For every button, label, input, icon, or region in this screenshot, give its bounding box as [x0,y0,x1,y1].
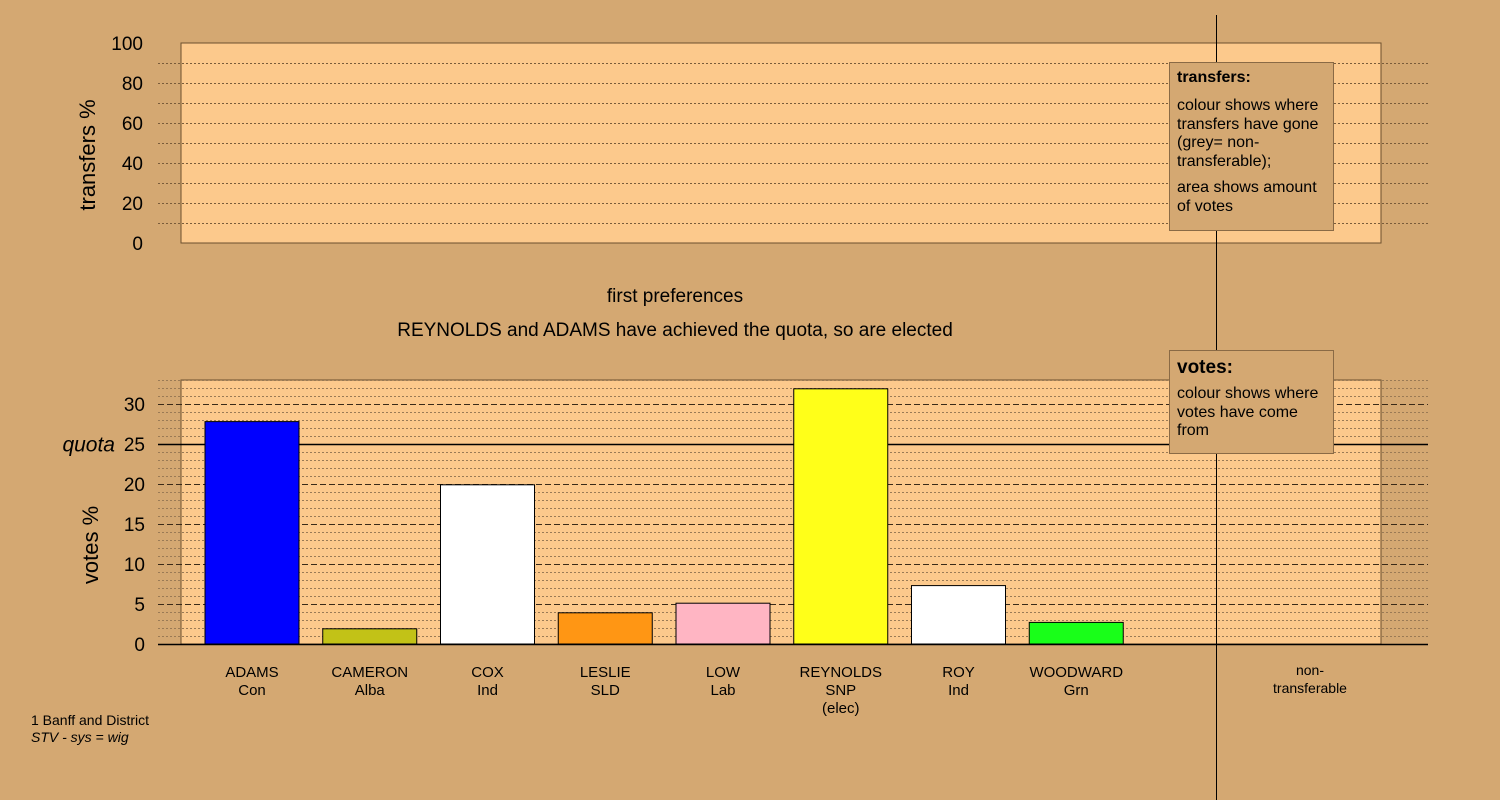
footer-ward: 1 Banff and District [31,712,150,728]
votes-tick-label: 5 [134,595,145,616]
candidate-party: Lab [710,682,735,699]
chart-title: first preferences [607,286,743,307]
transfers-legend-text2: area shows amount of votes [1177,179,1317,215]
candidate-party: Ind [477,682,498,699]
transfers-tick-label: 40 [122,154,143,175]
candidate-name: CAMERON [331,664,408,681]
transfers-legend-text1: colour shows where transfers have gone (… [1177,97,1319,170]
transfers-tick-label: 20 [122,194,143,215]
candidate-party: SLD [591,682,620,699]
bar-leslie [557,612,653,645]
transfers-tick-label: 80 [122,74,143,95]
candidate-name: COX [471,664,504,681]
transfers-legend: transfers: colour shows where transfers … [1169,62,1334,231]
votes-tick-label: 25 [124,435,145,456]
bar-low [675,602,771,645]
candidate-party: Con [238,682,266,699]
footer-system: STV - sys = wig [31,729,129,745]
bar-adams [204,421,300,645]
votes-axis-label: votes % [78,506,103,584]
footer: 1 Banff and District STV - sys = wig [31,712,149,746]
votes-tick-label: 20 [124,475,145,496]
transfers-legend-title: transfers: [1177,69,1251,86]
votes-panel: 0 5 10 15 20 25 30 quota [62,379,1428,656]
transfers-tick-label: 60 [122,114,143,135]
bar-cameron [322,628,418,645]
candidate-name: LESLIE [580,664,631,681]
votes-legend-title: votes: [1177,357,1233,378]
transfers-tick-label: 100 [111,34,143,55]
candidate-name: REYNOLDS [799,664,882,681]
bar-woodward [1028,621,1124,645]
candidate-name: WOODWARD [1029,664,1123,681]
votes-legend: votes: colour shows where votes have com… [1169,350,1334,454]
candidate-party: Grn [1064,682,1089,699]
nontransferable-label: transferable [1273,680,1347,696]
votes-tick-label: 15 [124,515,145,536]
transfers-axis-label: transfers % [75,99,100,210]
bar-cox [440,484,535,645]
chart-subtitle: REYNOLDS and ADAMS have achieved the quo… [397,320,953,341]
candidate-party: SNP [825,682,856,699]
votes-tick-label: 0 [134,635,145,656]
candidate-party: Alba [355,682,386,699]
nontransferable-label: non- [1296,662,1324,678]
candidate-party: Ind [948,682,969,699]
candidate-name: ROY [942,664,975,681]
votes-legend-text: colour shows where votes have come from [1177,385,1319,439]
transfers-tick-label: 0 [132,234,143,255]
votes-tick-label: 10 [124,555,145,576]
votes-tick-label: 30 [124,395,145,416]
bar-reynolds [793,388,889,645]
quota-label: quota [62,434,115,457]
candidate-name: LOW [706,664,741,681]
candidate-name: ADAMS [225,664,278,681]
candidate-note: (elec) [822,700,860,717]
bar-roy [911,585,1006,645]
candidate-labels: ADAMSConCAMERONAlbaCOXIndLESLIESLDLOWLab… [225,662,1347,717]
